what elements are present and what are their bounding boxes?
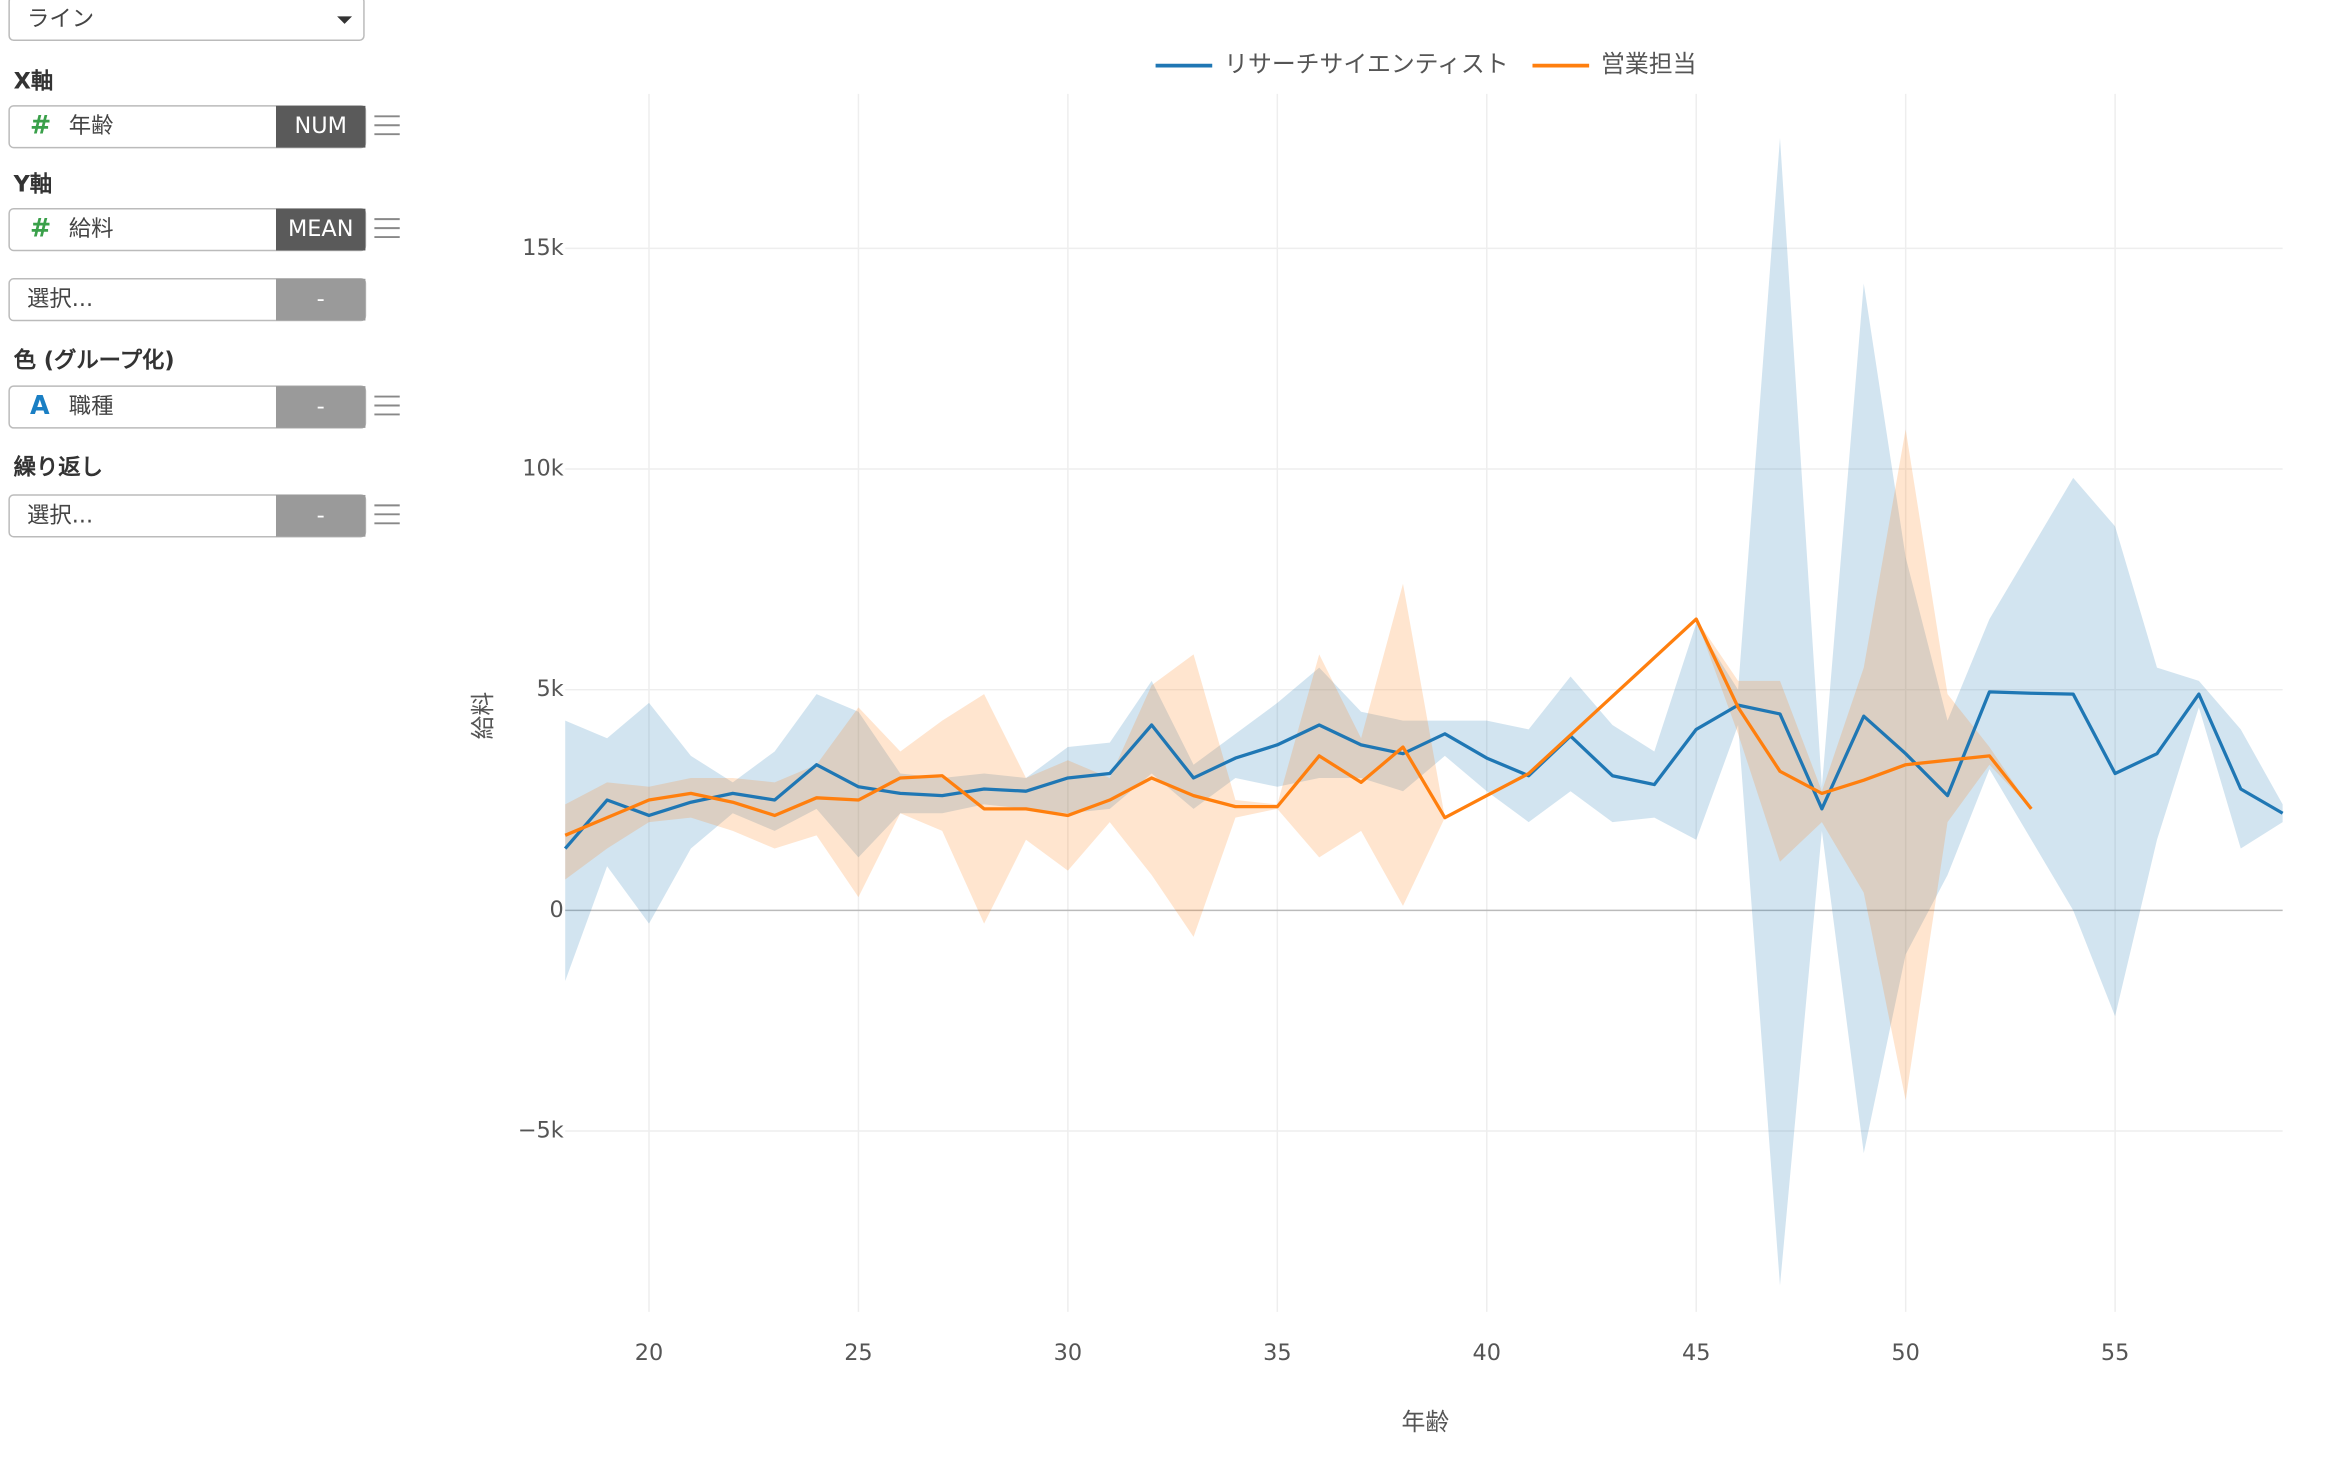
x-tick-label: 20 xyxy=(635,1340,663,1366)
y-tick-label: 10k xyxy=(522,456,563,482)
color-tag-box[interactable] xyxy=(275,386,366,428)
x-tick-label: 50 xyxy=(1891,1340,1919,1366)
x-field: 年齢 xyxy=(69,113,114,139)
menu-icons[interactable] xyxy=(374,115,400,525)
color-icon: A xyxy=(30,390,50,420)
x-tick-label: 40 xyxy=(1473,1340,1501,1366)
y-tick-label: 5k xyxy=(537,676,564,702)
dropdown-arrow xyxy=(337,16,353,24)
extra-tag: - xyxy=(317,286,325,312)
y-tag: MEAN xyxy=(288,216,353,242)
repeat-tag: - xyxy=(317,502,325,528)
x-axis-label: X軸 xyxy=(14,68,54,94)
chart-type-select[interactable] xyxy=(8,0,365,41)
x-tag: NUM xyxy=(295,113,347,139)
repeat-field: 選択... xyxy=(27,502,93,528)
grid xyxy=(565,93,2283,1312)
confidence-band xyxy=(565,138,2283,1286)
repeat-label: 繰り返し xyxy=(14,454,103,481)
repeat-tag-box[interactable] xyxy=(275,494,366,537)
x-axis-title: 年齢 xyxy=(1402,1408,1450,1436)
y-axis-label: Y軸 xyxy=(13,171,53,197)
x-tick-label: 25 xyxy=(844,1340,872,1366)
y-tag-box[interactable] xyxy=(275,208,366,251)
x-icon: # xyxy=(30,110,51,140)
y-tick-label: 15k xyxy=(522,235,563,261)
color-tag: - xyxy=(317,393,325,419)
y-axis-title: 給料 xyxy=(469,692,497,740)
series-line xyxy=(563,690,2284,850)
y-icon: # xyxy=(30,213,51,243)
y-field: 給料 xyxy=(69,216,114,242)
legend-label: リサーチサイエンティスト xyxy=(1224,50,1508,78)
confidence-band xyxy=(565,429,2032,1101)
extra-tag-box[interactable] xyxy=(275,278,366,321)
color-field: 職種 xyxy=(69,393,114,419)
x-tick-label: 30 xyxy=(1054,1340,1082,1366)
x-tag-box[interactable] xyxy=(275,105,366,148)
legend-label: 営業担当 xyxy=(1601,50,1696,78)
y-tick-label: 0 xyxy=(549,897,563,923)
chart-type: ライン xyxy=(27,6,94,32)
x-tick-label: 55 xyxy=(2101,1340,2129,1366)
extra-field: 選択... xyxy=(27,286,93,312)
x-tick-label: 45 xyxy=(1682,1340,1710,1366)
color-label: 色 (グループ化) xyxy=(14,346,175,373)
sidebar: ライン X軸 # 年齢 NUM Y軸 # 給料 MEAN 選択... - 色 (… xyxy=(8,0,400,538)
y-tick-label: −5k xyxy=(518,1117,564,1143)
x-tick-label: 35 xyxy=(1263,1340,1291,1366)
series-line xyxy=(564,617,2033,837)
